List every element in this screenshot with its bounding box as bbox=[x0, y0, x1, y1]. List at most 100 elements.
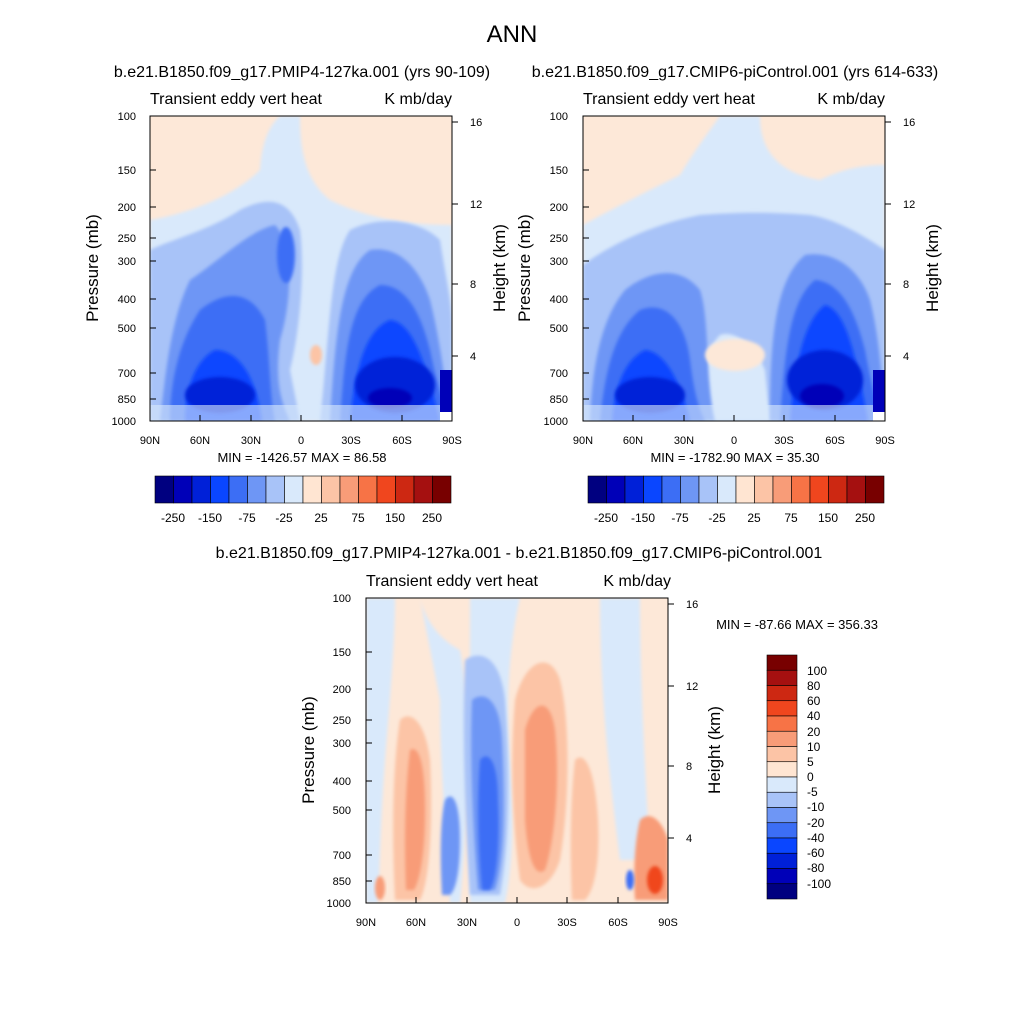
test-colorbar-swatch bbox=[210, 475, 230, 504]
test-height-ticks: 16 12 8 4 bbox=[452, 117, 482, 363]
control-panel-variable: Transient eddy vert heat bbox=[583, 91, 756, 108]
control-heatmap-field bbox=[583, 116, 885, 421]
test-colorbar-label: 75 bbox=[351, 511, 365, 525]
control-x-tick: 30N bbox=[674, 435, 694, 447]
control-y-tick: 1000 bbox=[544, 416, 568, 428]
test-colorbar-label: 150 bbox=[385, 511, 405, 525]
control-colorbar-swatch bbox=[698, 475, 718, 504]
test-colorbar-swatch bbox=[284, 475, 304, 504]
test-colorbar-label: 25 bbox=[314, 511, 328, 525]
test-height-tick: 8 bbox=[470, 279, 476, 291]
control-panel-units: K mb/day bbox=[817, 91, 885, 108]
control-height-axis-title: Height (km) bbox=[923, 224, 942, 312]
control-colorbar-label: 150 bbox=[818, 511, 838, 525]
test-colorbar-label: -250 bbox=[161, 511, 185, 525]
difference-colorbar-swatch bbox=[766, 761, 798, 778]
difference-colorbar-swatch bbox=[766, 685, 798, 702]
test-colorbar-label: -75 bbox=[238, 511, 256, 525]
control-panel: b.e21.B1850.f09_g17.CMIP6-piControl.001 … bbox=[515, 64, 942, 525]
control-y-tick: 250 bbox=[550, 233, 568, 245]
control-height-tick: 16 bbox=[903, 117, 915, 129]
test-colorbar-swatch bbox=[395, 475, 415, 504]
control-colorbar-swatch bbox=[587, 475, 607, 504]
difference-height-axis-title: Height (km) bbox=[705, 706, 724, 794]
control-colorbar-label: 25 bbox=[747, 511, 761, 525]
difference-colorbar-label: -5 bbox=[807, 785, 818, 799]
control-colorbar-swatch bbox=[772, 475, 792, 504]
test-heatmap-field bbox=[150, 116, 452, 421]
test-x-tick: 60S bbox=[392, 435, 412, 447]
test-colorbar-label: 250 bbox=[422, 511, 442, 525]
difference-y-tick: 150 bbox=[333, 647, 351, 659]
test-colorbar-swatch bbox=[358, 475, 378, 504]
control-colorbar-swatch bbox=[606, 475, 626, 504]
difference-x-tick: 60N bbox=[406, 917, 426, 929]
difference-x-tick: 60S bbox=[608, 917, 628, 929]
test-y-tick: 300 bbox=[118, 256, 136, 268]
difference-height-tick: 16 bbox=[686, 599, 698, 611]
figure-title: ANN bbox=[487, 21, 538, 48]
test-colorbar-swatch bbox=[228, 475, 248, 504]
control-y-tick: 500 bbox=[550, 323, 568, 335]
difference-colorbar-label: 80 bbox=[807, 679, 821, 693]
difference-height-ticks: 16 12 8 4 bbox=[668, 599, 698, 845]
difference-height-tick: 4 bbox=[686, 833, 692, 845]
test-y-tick: 400 bbox=[118, 294, 136, 306]
test-colorbar-swatch bbox=[376, 475, 396, 504]
control-x-tick: 0 bbox=[731, 435, 737, 447]
test-colorbar-swatch bbox=[339, 475, 359, 504]
control-y-tick: 700 bbox=[550, 368, 568, 380]
difference-panel-units: K mb/day bbox=[603, 573, 671, 590]
test-panel: b.e21.B1850.f09_g17.PMIP4-127ka.001 (yrs… bbox=[83, 64, 509, 525]
control-colorbar-swatch bbox=[680, 475, 700, 504]
test-min-max: MIN = -1426.57 MAX = 86.58 bbox=[217, 450, 386, 465]
difference-colorbar-label: -20 bbox=[807, 816, 825, 830]
control-x-tick: 90S bbox=[875, 435, 895, 447]
test-colorbar-swatch bbox=[247, 475, 267, 504]
difference-min-max: MIN = -87.66 MAX = 356.33 bbox=[716, 617, 878, 632]
test-y-tick: 100 bbox=[118, 111, 136, 123]
test-x-tick: 0 bbox=[298, 435, 304, 447]
control-colorbar-swatch bbox=[809, 475, 829, 504]
difference-colorbar-swatch bbox=[766, 730, 798, 747]
control-y-ticks: 100 150 200 250 300 400 500 700 850 1000 bbox=[544, 111, 589, 428]
control-colorbar-swatch bbox=[791, 475, 811, 504]
control-colorbar-swatch bbox=[846, 475, 866, 504]
control-colorbar-labels: -250 -150 -75 -25 25 75 150 250 bbox=[594, 511, 875, 525]
difference-x-tick: 90N bbox=[356, 917, 376, 929]
test-y-tick: 250 bbox=[118, 233, 136, 245]
test-height-axis-title: Height (km) bbox=[490, 224, 509, 312]
difference-y-tick: 250 bbox=[333, 715, 351, 727]
test-y-tick: 1000 bbox=[112, 416, 136, 428]
difference-x-tick: 0 bbox=[514, 917, 520, 929]
difference-colorbar-label: 10 bbox=[807, 740, 821, 754]
difference-x-tick: 90S bbox=[658, 917, 678, 929]
test-y-tick: 700 bbox=[118, 368, 136, 380]
difference-y-tick: 300 bbox=[333, 738, 351, 750]
difference-colorbar-swatch bbox=[766, 669, 798, 686]
difference-y-tick: 850 bbox=[333, 876, 351, 888]
control-min-max: MIN = -1782.90 MAX = 35.30 bbox=[650, 450, 819, 465]
control-y-tick: 200 bbox=[550, 202, 568, 214]
difference-y-tick: 500 bbox=[333, 805, 351, 817]
test-height-tick: 4 bbox=[470, 351, 476, 363]
control-colorbar-swatch bbox=[624, 475, 644, 504]
difference-height-tick: 8 bbox=[686, 761, 692, 773]
difference-y-axis-title: Pressure (mb) bbox=[299, 696, 318, 804]
test-y-ticks: 100 150 200 250 300 400 500 700 850 1000 bbox=[112, 111, 156, 428]
control-colorbar-swatch bbox=[735, 475, 755, 504]
test-colorbar-swatch bbox=[191, 475, 211, 504]
difference-colorbar-swatch bbox=[766, 700, 798, 717]
difference-y-tick: 1000 bbox=[327, 898, 351, 910]
difference-heatmap-field bbox=[366, 598, 668, 903]
difference-colorbar-swatch bbox=[766, 883, 798, 900]
difference-panel: b.e21.B1850.f09_g17.PMIP4-127ka.001 - b.… bbox=[216, 545, 878, 929]
control-height-tick: 4 bbox=[903, 351, 909, 363]
difference-colorbar-swatch bbox=[766, 791, 798, 808]
control-panel-title: b.e21.B1850.f09_g17.CMIP6-piControl.001 … bbox=[532, 64, 938, 81]
control-colorbar-swatch bbox=[828, 475, 848, 504]
control-x-tick: 60S bbox=[825, 435, 845, 447]
test-y-tick: 500 bbox=[118, 323, 136, 335]
difference-colorbar-swatch bbox=[766, 715, 798, 732]
